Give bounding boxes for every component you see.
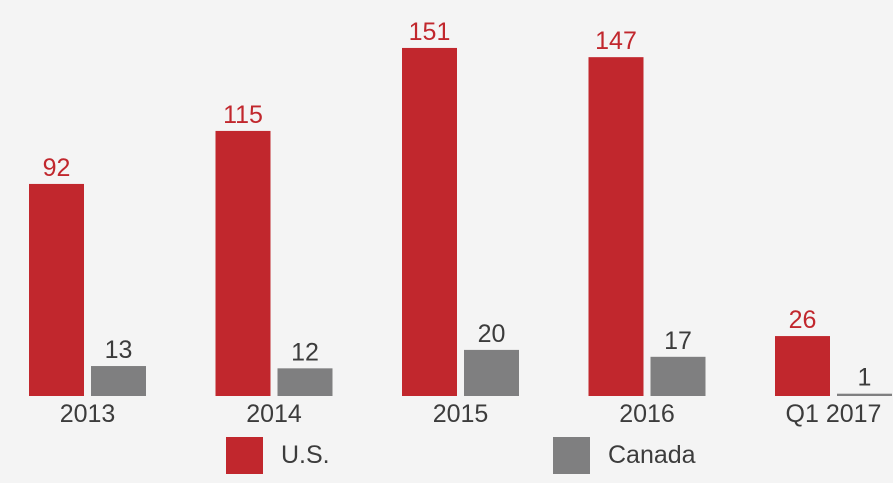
value-label-us-2016: 147 (595, 27, 637, 55)
bar-canada-2014 (277, 368, 333, 396)
value-label-us-2014: 115 (223, 101, 263, 129)
category-label-2016: 2016 (619, 400, 675, 428)
category-label-2015: 2015 (433, 400, 489, 428)
bar-us-2014 (215, 130, 271, 397)
bar-chart-plot: 92 13 2013 115 12 2014 151 20 2015 147 17 2016 26 1 Q1… (29, 18, 892, 428)
value-label-canada-2013: 13 (105, 336, 133, 364)
legend-label-canada: Canada (608, 441, 696, 469)
bar-us-q1-2017 (775, 336, 830, 396)
bar-us-2015 (402, 47, 457, 396)
value-label-us-2015: 151 (409, 18, 451, 46)
bar-us-2013 (29, 183, 84, 396)
value-label-canada-2014: 12 (291, 338, 319, 366)
legend-swatch-canada (553, 437, 590, 474)
value-label-canada-q1-2017: 1 (858, 364, 872, 392)
legend-label-us: U.S. (281, 441, 330, 469)
value-label-canada-2016: 17 (664, 327, 692, 355)
bar-canada-2016 (650, 356, 706, 396)
category-label-2014: 2014 (246, 400, 302, 428)
value-label-canada-2015: 20 (478, 320, 506, 348)
value-label-us-q1-2017: 26 (789, 306, 817, 334)
bar-canada-q1-2017 (837, 393, 892, 396)
category-label-2013: 2013 (60, 400, 116, 428)
legend-item-us: U.S. (226, 437, 330, 474)
bar-canada-2013 (91, 366, 146, 396)
legend-swatch-us (226, 437, 263, 474)
bar-canada-2015 (464, 349, 519, 396)
bar-us-2016 (588, 57, 644, 396)
category-label-q1-2017: Q1 2017 (786, 400, 882, 428)
value-label-us-2013: 92 (43, 154, 71, 182)
legend-item-canada: Canada (553, 437, 696, 474)
